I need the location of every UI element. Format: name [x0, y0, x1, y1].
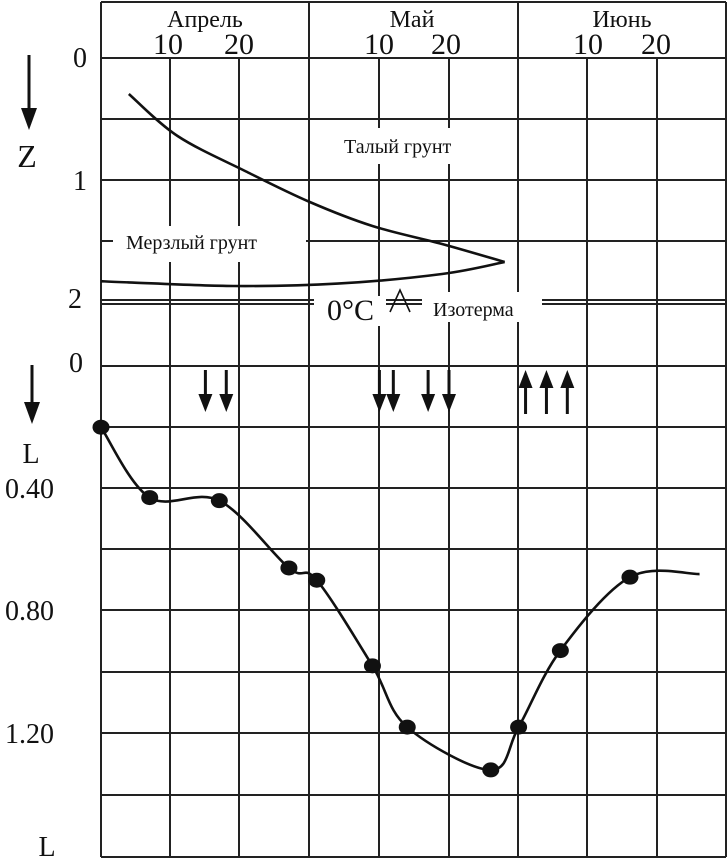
l-axis: 0 0.40 0.80 1.20 L L	[5, 348, 83, 859]
l-data-point	[551, 643, 569, 659]
thawed-soil-label: Талый грунт	[344, 136, 452, 158]
arrow-head	[539, 370, 554, 388]
day-tick-april-20: 20	[224, 28, 254, 61]
down-arrow-icon	[442, 370, 456, 412]
z-tick-1: 1	[73, 166, 87, 197]
down-arrow-icon	[421, 370, 436, 412]
frozen-soil-label: Мерзлый грунт	[126, 232, 257, 254]
arrow-head	[560, 370, 575, 388]
down-arrow-icon	[219, 370, 234, 412]
isotherm-label: Изотерма	[433, 299, 514, 321]
z-down-arrow-icon	[21, 55, 37, 130]
day-tick-may-20: 20	[431, 28, 461, 61]
day-tick-june-10: 10	[573, 28, 603, 61]
frozen-label-bg	[113, 226, 306, 262]
arrow-head	[421, 394, 436, 412]
arrow-head	[219, 394, 234, 412]
l-axis-label-top: L	[22, 439, 39, 470]
month-label-may: Май	[390, 7, 435, 33]
down-arrow-icon	[386, 370, 401, 412]
up-arrow-icon	[539, 370, 554, 414]
month-label-june: Июнь	[592, 7, 651, 33]
l-data-point	[510, 719, 528, 735]
temperature-label-bg	[314, 296, 386, 326]
l-data-point	[363, 658, 381, 674]
l-axis-label-bottom: L	[38, 832, 55, 859]
l-data-point	[92, 419, 110, 435]
arrow-head	[198, 394, 213, 412]
event-arrows	[198, 370, 575, 414]
arrow-head	[372, 394, 387, 412]
l-data-point	[398, 719, 416, 735]
l-series-line	[99, 426, 700, 772]
l-data-point	[621, 569, 639, 585]
thawed-label-bg	[337, 128, 487, 164]
isotherm-pointer-icon	[389, 288, 411, 313]
down-arrow-icon	[372, 370, 387, 412]
l-data-point	[280, 560, 298, 576]
l-down-arrow-icon	[24, 365, 40, 424]
l-tick-0: 0	[69, 348, 83, 379]
z-tick-2: 2	[68, 284, 82, 315]
isotherm-layer	[100, 93, 506, 288]
l-data-point	[141, 490, 159, 506]
zero-celsius-label: 0°C	[327, 294, 374, 327]
z-axis-label: Z	[17, 138, 37, 174]
month-header: Апрель Май Июнь 10 20 10 20 10 20	[153, 7, 671, 61]
z-tick-0: 0	[73, 43, 87, 74]
l-data-point	[308, 572, 326, 588]
down-arrow-icon	[198, 370, 213, 412]
l-tick-080: 0.80	[5, 596, 54, 627]
l-data-point	[210, 493, 228, 509]
l-data-point	[482, 762, 500, 778]
l-tick-120: 1.20	[5, 719, 54, 750]
day-tick-may-10: 10	[364, 28, 394, 61]
day-tick-april-10: 10	[153, 28, 183, 61]
month-label-april: Апрель	[167, 7, 243, 33]
day-tick-june-20: 20	[641, 28, 671, 61]
up-arrow-icon	[560, 370, 575, 414]
arrow-head	[442, 394, 456, 412]
isotherm-label-bg	[422, 292, 542, 322]
z-axis: 0 1 2 Z	[17, 43, 87, 315]
arrow-head	[518, 370, 533, 388]
chart-grid	[100, 1, 727, 858]
isotherm-lower-curve	[100, 260, 505, 288]
arrow-head	[386, 394, 401, 412]
l-series-layer	[92, 419, 700, 778]
isotherm-upper-curve	[127, 93, 506, 264]
up-arrow-icon	[518, 370, 533, 414]
l-tick-040: 0.40	[5, 474, 54, 505]
